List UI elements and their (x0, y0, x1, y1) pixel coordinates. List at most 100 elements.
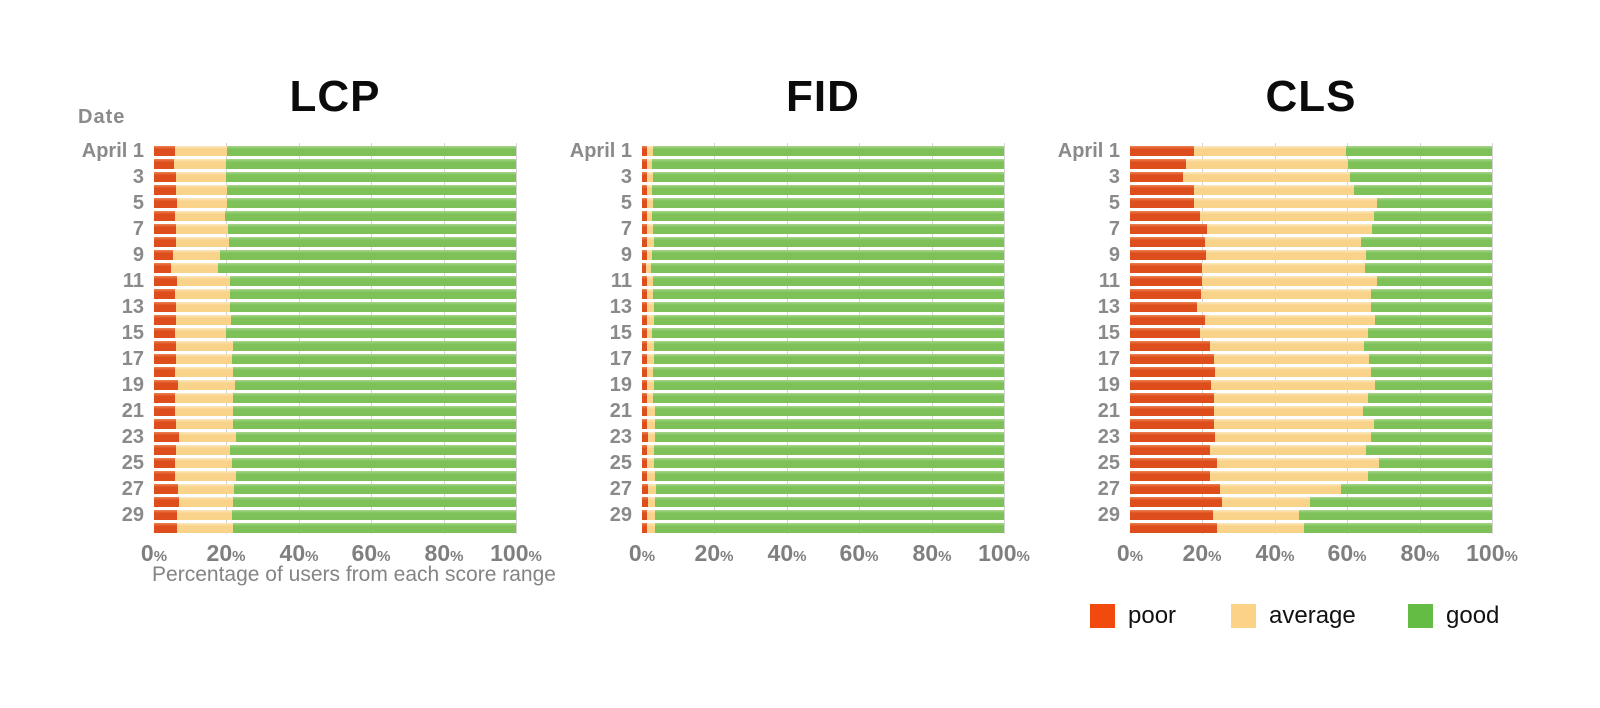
bar-segment-average (1202, 263, 1366, 273)
bar-segment-poor (642, 198, 648, 208)
bar-segment-average (647, 367, 654, 377)
bar-segment-average (176, 315, 232, 325)
bar-segment-good (652, 146, 1004, 156)
x-tick-number: 0 (1116, 540, 1130, 566)
bar-segment-poor (154, 250, 173, 260)
bar-segment-poor (642, 276, 648, 286)
bar-segment-good (1369, 354, 1492, 364)
bar-segment-good (651, 263, 1004, 273)
bar-row-april-15 (154, 328, 516, 338)
bar-segment-average (1219, 484, 1342, 494)
bar-row-april-20 (1130, 393, 1492, 403)
bar-segment-average (176, 172, 226, 182)
bar-segment-poor (642, 341, 648, 351)
bar-segment-average (1210, 445, 1367, 455)
bar-row-april-2 (642, 159, 1004, 169)
bar-segment-good (235, 380, 516, 390)
bar-segment-poor (1130, 341, 1211, 351)
gridline-60 (859, 143, 860, 534)
bar-row-april-5 (642, 198, 1004, 208)
bar-row-april-28 (154, 497, 516, 507)
bar-segment-good (1375, 315, 1492, 325)
bar-segment-good (1303, 523, 1492, 533)
bar-row-april-23 (642, 432, 1004, 442)
bar-segment-poor (154, 315, 177, 325)
bar-row-april-30 (154, 523, 516, 533)
date-tick-label: 11 (610, 270, 632, 292)
bar-row-april-21 (1130, 406, 1492, 416)
x-tick-number: 60 (1327, 540, 1354, 566)
chart-title-lcp: LCP (289, 72, 381, 121)
bar-row-april-19 (642, 380, 1004, 390)
date-tick-label: 17 (1097, 348, 1120, 370)
bar-segment-poor (1130, 172, 1184, 182)
bar-segment-poor (154, 367, 175, 377)
bar-segment-poor (642, 354, 648, 364)
bar-segment-poor (642, 315, 648, 325)
chart-title-fid: FID (786, 72, 860, 121)
bar-segment-average (174, 159, 227, 169)
bar-segment-average (647, 380, 655, 390)
bar-segment-poor (154, 354, 177, 364)
x-tick-percent-sign: % (793, 548, 807, 565)
bar-segment-average (176, 510, 233, 520)
date-tick-label: 27 (609, 478, 632, 500)
bar-segment-average (647, 471, 655, 481)
x-tick-label: 80% (913, 540, 952, 567)
bar-segment-poor (154, 393, 175, 403)
bar-segment-poor (1130, 393, 1214, 403)
bar-row-april-23 (154, 432, 516, 442)
bar-row-april-11 (642, 276, 1004, 286)
bar-segment-average (646, 250, 653, 260)
bar-row-april-1 (642, 146, 1004, 156)
bar-segment-average (176, 302, 231, 312)
bar-segment-average (646, 211, 653, 221)
x-tick-percent-sign: % (1426, 548, 1440, 565)
bar-row-april-20 (642, 393, 1004, 403)
legend-label-good: good (1446, 602, 1500, 629)
gridline-40 (1275, 143, 1276, 534)
date-tick-label: April 1 (569, 140, 632, 162)
bar-row-april-24 (154, 445, 516, 455)
bar-segment-average (1204, 237, 1362, 247)
bar-segment-average (176, 185, 227, 195)
bar-segment-poor (1130, 367, 1216, 377)
bar-segment-poor (642, 328, 647, 338)
bar-row-april-19 (154, 380, 516, 390)
bar-row-april-11 (1130, 276, 1492, 286)
date-tick-label: 21 (1097, 400, 1120, 422)
bar-row-april-25 (154, 458, 516, 468)
bar-segment-good (1364, 341, 1492, 351)
bar-segment-good (1367, 471, 1492, 481)
bar-segment-poor (642, 250, 647, 260)
gridline-60 (1347, 143, 1348, 534)
bar-segment-poor (1130, 380, 1212, 390)
x-tick-number: 60 (839, 540, 866, 566)
bar-segment-poor (642, 146, 648, 156)
bar-segment-average (647, 406, 655, 416)
bar-row-april-30 (642, 523, 1004, 533)
bar-segment-good (653, 393, 1004, 403)
bar-segment-average (647, 341, 654, 351)
bar-segment-good (1372, 224, 1492, 234)
bar-segment-poor (642, 458, 648, 468)
bar-row-april-29 (642, 510, 1004, 520)
x-tick-number: 0 (628, 540, 642, 566)
bar-row-april-24 (1130, 445, 1492, 455)
bar-segment-poor (642, 484, 648, 494)
x-tick-label: 0% (629, 540, 655, 567)
bar-segment-average (1183, 172, 1351, 182)
bar-segment-average (646, 328, 653, 338)
bar-segment-average (1211, 380, 1376, 390)
bar-segment-good (1375, 380, 1492, 390)
bar-segment-poor (1130, 198, 1195, 208)
bar-segment-average (176, 354, 233, 364)
bar-segment-average (647, 289, 653, 299)
bar-segment-good (654, 432, 1004, 442)
date-tick-label: April 1 (81, 140, 144, 162)
bar-segment-good (231, 315, 516, 325)
bar-row-april-18 (642, 367, 1004, 377)
bar-segment-good (654, 471, 1004, 481)
